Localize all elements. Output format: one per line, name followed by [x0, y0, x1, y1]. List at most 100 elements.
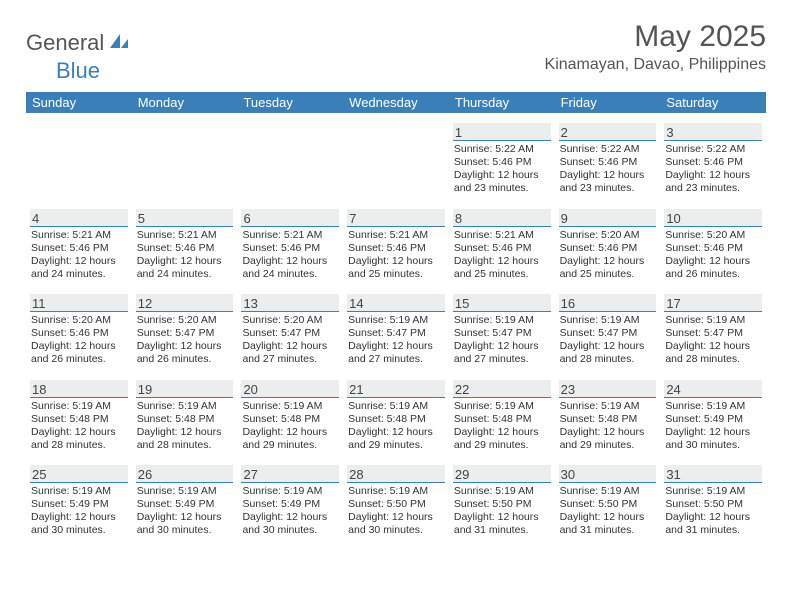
month-title: May 2025 [545, 20, 766, 54]
calendar-week: 11 Sunrise: 5:20 AM Sunset: 5:46 PM Dayligh… [26, 294, 766, 370]
sunset-line: Sunset: 5:47 PM [454, 327, 550, 340]
calendar-cell: 17 Sunrise: 5:19 AMSunset: 5:47 PMDayligh… [660, 294, 766, 370]
calendar-cell: 15Sunrise: 5:19 AMSunset: 5:47 PMDayligh… [449, 294, 555, 370]
sunset-line: Sunset: 5:47 PM [242, 327, 338, 340]
daylight-line: Daylight: 12 hours and 27 minutes. [242, 340, 338, 366]
day-details: Sunrise: 5:19 AMSunset: 5:49 PMDaylight:… [241, 483, 339, 538]
day-details: Sunrise: 5:19 AMSunset: 5:47 PMDaylight:… [453, 312, 551, 367]
day-details: Sunrise: 5:19 AMSunset: 5:48 PMDaylight:… [559, 398, 657, 453]
date-number: 7 [347, 209, 445, 227]
date-number: 11 [30, 294, 128, 312]
day-details: Sunrise: 5:19 AMSunset: 5:47 PMDaylight:… [347, 312, 445, 367]
calendar-week: 25Sunrise: 5:19 AMSunset: 5:49 PMDayligh… [26, 465, 766, 541]
daylight-line: Daylight: 12 hours and 27 minutes. [454, 340, 550, 366]
date-number: 9 [559, 209, 657, 227]
sunrise-line: Sunrise: 5:19 AM [137, 400, 233, 413]
day-details: Sunrise: 5:22 AMSunset: 5:46 PMDaylight:… [664, 141, 762, 196]
sunset-line: Sunset: 5:47 PM [665, 327, 761, 340]
day-details: Sunrise: 5:20 AMSunset: 5:46 PMDaylight:… [664, 227, 762, 282]
sunrise-line: Sunrise: 5:19 AM [560, 400, 656, 413]
sunrise-line: Sunrise: 5:19 AM [454, 400, 550, 413]
sunrise-line: Sunrise: 5:21 AM [348, 229, 444, 242]
weekday-tuesday: Tuesday [237, 92, 343, 113]
date-number: 30 [559, 465, 657, 483]
sunset-line: Sunset: 5:48 PM [31, 413, 127, 426]
calendar-cell [343, 123, 449, 199]
sunset-line: Sunset: 5:48 PM [348, 413, 444, 426]
sunrise-line: Sunrise: 5:20 AM [242, 314, 338, 327]
date-number: 12 [136, 294, 234, 312]
sunrise-line: Sunrise: 5:21 AM [242, 229, 338, 242]
daylight-line: Daylight: 12 hours and 24 minutes. [242, 255, 338, 281]
calendar-cell: 27Sunrise: 5:19 AMSunset: 5:49 PMDayligh… [237, 465, 343, 541]
sunrise-line: Sunrise: 5:21 AM [31, 229, 127, 242]
sunrise-line: Sunrise: 5:20 AM [665, 229, 761, 242]
weekday-sunday: Sunday [26, 92, 132, 113]
calendar-cell: 12Sunrise: 5:20 AMSunset: 5:47 PMDayligh… [132, 294, 238, 370]
date-number: 17 [664, 294, 762, 312]
date-number: 23 [559, 380, 657, 398]
date-number: 18 [30, 380, 128, 398]
calendar-cell: 6Sunrise: 5:21 AMSunset: 5:46 PMDaylight… [237, 209, 343, 285]
sunrise-line: Sunrise: 5:19 AM [454, 485, 550, 498]
daylight-line: Daylight: 12 hours and 28 minutes. [137, 426, 233, 452]
calendar-cell: 31Sunrise: 5:19 AMSunset: 5:50 PMDayligh… [660, 465, 766, 541]
daylight-line: Daylight: 12 hours and 30 minutes. [242, 511, 338, 537]
date-number: 24 [664, 380, 762, 398]
date-number: 26 [136, 465, 234, 483]
calendar-cell: 9Sunrise: 5:20 AMSunset: 5:46 PMDaylight… [555, 209, 661, 285]
calendar-cell: 30Sunrise: 5:19 AMSunset: 5:50 PMDayligh… [555, 465, 661, 541]
sunrise-line: Sunrise: 5:20 AM [137, 314, 233, 327]
daylight-line: Daylight: 12 hours and 24 minutes. [31, 255, 127, 281]
daylight-line: Daylight: 12 hours and 29 minutes. [560, 426, 656, 452]
sunrise-line: Sunrise: 5:19 AM [665, 485, 761, 498]
daylight-line: Daylight: 12 hours and 30 minutes. [137, 511, 233, 537]
day-details: Sunrise: 5:19 AMSunset: 5:49 PMDaylight:… [30, 483, 128, 538]
date-number: 5 [136, 209, 234, 227]
calendar: Sunday Monday Tuesday Wednesday Thursday… [26, 92, 766, 541]
day-details: Sunrise: 5:22 AMSunset: 5:46 PMDaylight:… [559, 141, 657, 196]
sunset-line: Sunset: 5:47 PM [560, 327, 656, 340]
sunrise-line: Sunrise: 5:19 AM [665, 314, 761, 327]
sunset-line: Sunset: 5:48 PM [454, 413, 550, 426]
sunrise-line: Sunrise: 5:22 AM [454, 143, 550, 156]
day-details: Sunrise: 5:19 AMSunset: 5:50 PMDaylight:… [453, 483, 551, 538]
daylight-line: Daylight: 12 hours and 31 minutes. [454, 511, 550, 537]
calendar-cell: 28Sunrise: 5:19 AMSunset: 5:50 PMDayligh… [343, 465, 449, 541]
date-number: 31 [664, 465, 762, 483]
calendar-cell: 20Sunrise: 5:19 AMSunset: 5:48 PMDayligh… [237, 380, 343, 456]
sunset-line: Sunset: 5:47 PM [348, 327, 444, 340]
calendar-cell: 21Sunrise: 5:19 AMSunset: 5:48 PMDayligh… [343, 380, 449, 456]
sunrise-line: Sunrise: 5:19 AM [348, 485, 444, 498]
date-number: 27 [241, 465, 339, 483]
daylight-line: Daylight: 12 hours and 27 minutes. [348, 340, 444, 366]
date-number: 13 [241, 294, 339, 312]
daylight-line: Daylight: 12 hours and 31 minutes. [560, 511, 656, 537]
date-number: 1 [453, 123, 551, 141]
calendar-week: 1 Sunrise: 5:22 AMSunset: 5:46 PMDaylight… [26, 123, 766, 199]
sunset-line: Sunset: 5:46 PM [31, 327, 127, 340]
daylight-line: Daylight: 12 hours and 29 minutes. [242, 426, 338, 452]
sunset-line: Sunset: 5:48 PM [137, 413, 233, 426]
calendar-cell: 13 Sunrise: 5:20 AMSunset: 5:47 PMDayligh… [237, 294, 343, 370]
brand-logo: General [26, 20, 132, 56]
daylight-line: Daylight: 12 hours and 30 minutes. [31, 511, 127, 537]
sunset-line: Sunset: 5:49 PM [137, 498, 233, 511]
calendar-cell: 19Sunrise: 5:19 AMSunset: 5:48 PMDayligh… [132, 380, 238, 456]
daylight-line: Daylight: 12 hours and 28 minutes. [665, 340, 761, 366]
calendar-cell: 23Sunrise: 5:19 AMSunset: 5:48 PMDayligh… [555, 380, 661, 456]
calendar-cell: 22Sunrise: 5:19 AMSunset: 5:48 PMDayligh… [449, 380, 555, 456]
date-number: 20 [241, 380, 339, 398]
day-details: Sunrise: 5:19 AMSunset: 5:49 PMDaylight:… [136, 483, 234, 538]
date-number: 4 [30, 209, 128, 227]
date-number: 16 [559, 294, 657, 312]
calendar-cell: 24Sunrise: 5:19 AMSunset: 5:49 PMDayligh… [660, 380, 766, 456]
calendar-week: 18Sunrise: 5:19 AMSunset: 5:48 PMDayligh… [26, 380, 766, 456]
day-details: Sunrise: 5:19 AMSunset: 5:50 PMDaylight:… [559, 483, 657, 538]
daylight-line: Daylight: 12 hours and 24 minutes. [137, 255, 233, 281]
sunset-line: Sunset: 5:46 PM [454, 242, 550, 255]
day-details: Sunrise: 5:19 AMSunset: 5:48 PMDaylight:… [136, 398, 234, 453]
date-number: 2 [559, 123, 657, 141]
calendar-cell: 2Sunrise: 5:22 AMSunset: 5:46 PMDaylight… [555, 123, 661, 199]
sunrise-line: Sunrise: 5:21 AM [137, 229, 233, 242]
